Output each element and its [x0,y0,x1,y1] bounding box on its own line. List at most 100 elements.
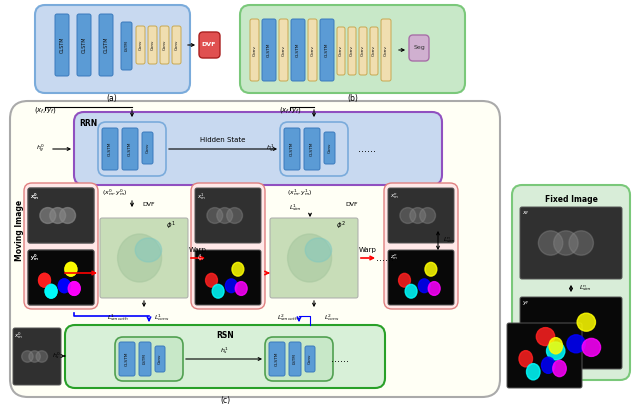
Text: $(x_f, y_f)$: $(x_f, y_f)$ [34,105,56,115]
Ellipse shape [212,284,224,298]
FancyBboxPatch shape [28,250,94,305]
FancyBboxPatch shape [65,325,385,388]
Ellipse shape [135,238,161,262]
Ellipse shape [65,263,77,276]
Ellipse shape [577,313,595,331]
Text: ......: ...... [331,354,349,364]
Text: $x_f$: $x_f$ [522,209,530,217]
Text: CLSTM: CLSTM [125,352,129,366]
Text: $L^n_{sim}$: $L^n_{sim}$ [443,235,456,245]
FancyBboxPatch shape [520,297,622,369]
Text: $x_m^0$: $x_m^0$ [14,330,23,341]
FancyBboxPatch shape [337,27,345,75]
FancyBboxPatch shape [370,27,378,75]
Text: (c): (c) [220,396,230,405]
Circle shape [22,351,33,362]
FancyBboxPatch shape [284,128,300,170]
Ellipse shape [305,238,332,262]
Circle shape [60,208,76,223]
Ellipse shape [541,357,555,373]
Text: DVF: DVF [142,202,155,207]
Text: CLSTM: CLSTM [267,43,271,57]
Text: LSTM: LSTM [143,353,147,364]
Text: Conv: Conv [138,40,143,50]
FancyBboxPatch shape [148,26,157,64]
FancyBboxPatch shape [99,14,113,76]
FancyBboxPatch shape [308,19,317,81]
Text: Conv: Conv [328,143,332,153]
Text: RSN: RSN [216,330,234,339]
FancyBboxPatch shape [74,112,442,185]
FancyBboxPatch shape [28,188,94,243]
Ellipse shape [419,279,430,292]
FancyBboxPatch shape [55,14,69,76]
FancyBboxPatch shape [381,19,391,81]
Text: Conv: Conv [384,45,388,56]
Text: DVF: DVF [202,43,216,47]
Text: Conv: Conv [361,45,365,56]
Circle shape [36,351,47,362]
FancyBboxPatch shape [240,5,465,93]
FancyBboxPatch shape [155,346,165,372]
FancyBboxPatch shape [304,128,320,170]
Text: CLSTM: CLSTM [104,37,109,53]
Text: $L^n_{sim}$: $L^n_{sim}$ [579,283,592,293]
FancyBboxPatch shape [160,26,169,64]
Text: $x_m^n$: $x_m^n$ [390,191,399,201]
Ellipse shape [232,263,244,276]
FancyBboxPatch shape [305,346,315,372]
Ellipse shape [58,279,70,292]
Text: $L^1_{cons}$: $L^1_{cons}$ [154,312,170,324]
Text: (a): (a) [107,94,117,103]
Ellipse shape [38,273,51,287]
Text: Conv: Conv [310,45,314,56]
FancyBboxPatch shape [24,183,98,309]
FancyBboxPatch shape [359,27,367,75]
Circle shape [410,208,426,223]
Text: $y_m^0$: $y_m^0$ [30,252,39,263]
Text: CLSTM: CLSTM [296,43,300,57]
Text: Conv: Conv [175,40,179,50]
Text: Conv: Conv [308,354,312,364]
Circle shape [420,208,436,223]
Text: ......: ...... [358,144,376,154]
FancyBboxPatch shape [136,26,145,64]
FancyBboxPatch shape [191,183,265,309]
FancyBboxPatch shape [195,188,261,243]
Ellipse shape [225,279,237,292]
FancyBboxPatch shape [291,19,305,81]
Text: Moving Image: Moving Image [15,200,24,261]
Text: Warp: Warp [189,247,207,253]
Text: CLSTM: CLSTM [60,37,65,53]
Ellipse shape [68,282,80,295]
Ellipse shape [582,338,600,356]
FancyBboxPatch shape [280,122,348,176]
Text: $(x_m^1, y_m^1)$: $(x_m^1, y_m^1)$ [287,188,313,198]
Text: Conv: Conv [339,45,343,56]
Text: $L^1_{smooth}$: $L^1_{smooth}$ [108,312,129,324]
Circle shape [40,208,56,223]
Text: LSTM: LSTM [125,40,129,52]
Ellipse shape [425,263,437,276]
FancyBboxPatch shape [388,250,454,305]
Text: RRN: RRN [79,119,97,128]
FancyBboxPatch shape [265,337,333,381]
Text: CLSTM: CLSTM [325,43,329,57]
Text: $y_m^0$: $y_m^0$ [30,252,39,263]
Circle shape [554,231,578,255]
Text: DVF: DVF [345,202,358,207]
Text: $x_m^1$: $x_m^1$ [197,191,206,202]
FancyBboxPatch shape [324,132,335,164]
Ellipse shape [399,273,410,287]
Ellipse shape [549,337,563,354]
Ellipse shape [68,282,80,295]
FancyBboxPatch shape [195,250,261,305]
Text: $\phi^1$: $\phi^1$ [166,220,176,232]
Text: CLSTM: CLSTM [275,352,279,366]
FancyBboxPatch shape [98,122,166,176]
Text: $h_g^0$: $h_g^0$ [36,143,45,155]
FancyBboxPatch shape [507,323,582,388]
FancyBboxPatch shape [122,128,138,170]
Circle shape [569,231,593,255]
Ellipse shape [428,282,440,295]
